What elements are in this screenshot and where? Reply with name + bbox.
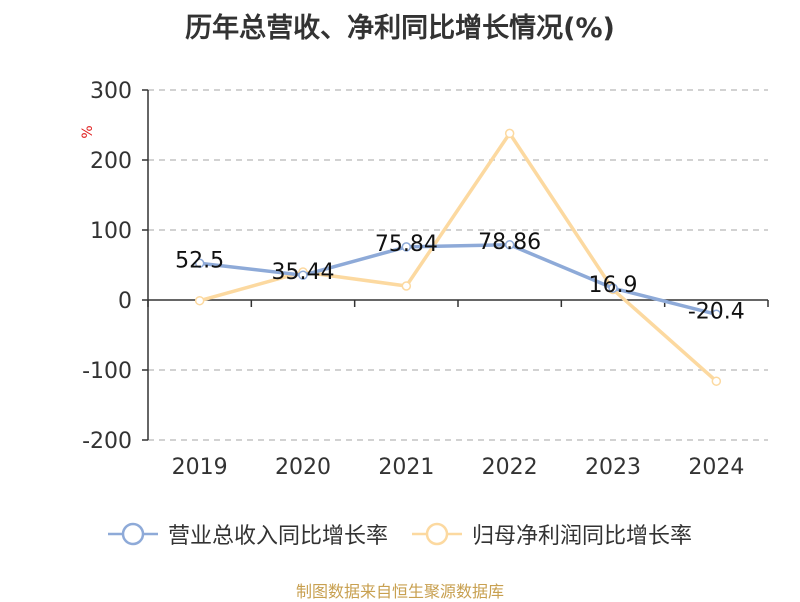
- data-point-series-1: [504, 128, 515, 139]
- data-label: 75.84: [375, 232, 438, 257]
- chart-title: 历年总营收、净利同比增长情况(%): [185, 13, 615, 44]
- source-note: 制图数据来自恒生聚源数据库: [295, 582, 504, 601]
- data-label: -20.4: [688, 299, 745, 324]
- x-tick-label: 2024: [688, 455, 744, 480]
- legend-line-circle-icon: [107, 522, 158, 546]
- legend-label-net-profit: 归母净利润同比增长率: [472, 524, 693, 549]
- y-tick-label: 300: [90, 79, 132, 104]
- y-unit-label: %: [80, 125, 96, 138]
- y-tick-label: 200: [90, 149, 132, 174]
- x-tick-label: 2021: [378, 455, 434, 480]
- data-point-series-0: [711, 309, 722, 320]
- x-tick-label: 2019: [172, 455, 228, 480]
- data-label: 78.86: [478, 230, 541, 255]
- data-point-series-0: [608, 283, 618, 293]
- x-tick-label: 2023: [585, 455, 641, 480]
- data-point-series-0: [504, 240, 515, 250]
- legend-item-revenue[interactable]: 营业总收入同比增长率: [107, 518, 388, 550]
- y-tick-label: 0: [118, 289, 132, 314]
- data-point-series-0: [401, 242, 412, 252]
- series-line-0: [199, 243, 717, 316]
- data-point-series-1: [401, 281, 412, 291]
- x-tick-label: 2022: [482, 455, 538, 480]
- data-label: 52.5: [175, 248, 224, 273]
- y-tick-label: 100: [90, 219, 132, 244]
- data-point-series-0: [298, 270, 308, 280]
- data-point-series-1: [194, 295, 205, 306]
- legend-line-circle-icon: [412, 522, 462, 546]
- legend-item-net-profit[interactable]: 归母净利润同比增长率: [412, 518, 692, 550]
- y-tick-label: -200: [82, 429, 132, 454]
- data-point-series-0: [194, 258, 205, 268]
- legend-label-revenue: 营业总收入同比增长率: [167, 524, 388, 549]
- y-tick-label: -100: [82, 359, 132, 384]
- series-line-1: [199, 131, 718, 383]
- x-tick-label: 2020: [275, 455, 331, 480]
- legend: 营业总收入同比增长率 归母净利润同比增长率: [0, 518, 800, 550]
- data-label: 35.44: [272, 260, 335, 285]
- data-label: 16.9: [589, 273, 638, 298]
- data-point-series-1: [711, 376, 722, 386]
